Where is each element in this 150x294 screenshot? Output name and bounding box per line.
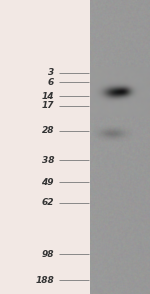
Text: 98: 98	[42, 250, 54, 259]
Text: 28: 28	[42, 126, 54, 135]
Text: 49: 49	[42, 178, 54, 187]
Text: 17: 17	[42, 101, 54, 110]
Text: 3: 3	[48, 69, 54, 77]
Text: 14: 14	[42, 92, 54, 101]
Text: 62: 62	[42, 198, 54, 207]
Text: 38: 38	[42, 156, 54, 165]
Text: 188: 188	[35, 276, 54, 285]
Text: 6: 6	[48, 78, 54, 87]
